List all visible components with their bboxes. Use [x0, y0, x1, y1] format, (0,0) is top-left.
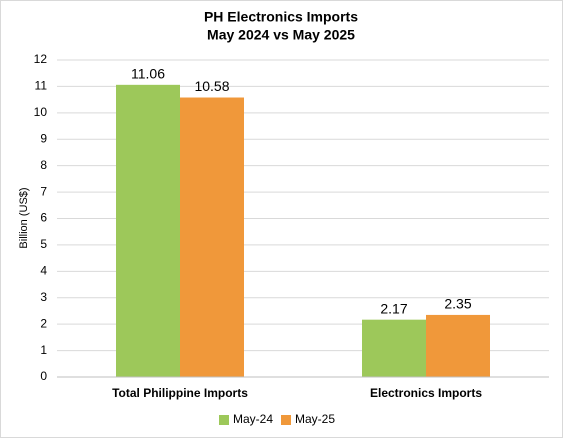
y-tick-label: 10 — [34, 105, 48, 119]
x-tick-label: Total Philippine Imports — [112, 386, 248, 400]
y-tick-label: 8 — [40, 158, 47, 172]
x-tick-label: Electronics Imports — [370, 386, 482, 400]
y-tick-label: 0 — [40, 369, 47, 383]
legend-label: May-24 — [233, 412, 273, 426]
data-label: 2.35 — [444, 296, 471, 312]
chart-title: PH Electronics Imports — [204, 9, 358, 25]
bar — [180, 97, 244, 378]
data-label: 2.17 — [380, 300, 407, 316]
y-tick-label: 11 — [35, 79, 48, 93]
y-tick-label: 9 — [40, 131, 47, 145]
bar — [116, 84, 180, 377]
legend-label: May-25 — [295, 412, 335, 426]
chart-subtitle: May 2024 vs May 2025 — [207, 27, 355, 43]
y-tick-label: 7 — [40, 184, 47, 198]
data-label: 10.58 — [194, 78, 229, 94]
y-tick-label: 1 — [40, 343, 47, 357]
legend-swatch — [281, 415, 291, 425]
y-tick-label: 12 — [34, 52, 48, 66]
y-tick-label: 2 — [40, 316, 47, 330]
y-axis-label: Billion (US$) — [18, 187, 30, 248]
bar — [426, 314, 490, 377]
data-label: 11.06 — [131, 66, 165, 82]
y-tick-label: 6 — [40, 211, 47, 225]
y-tick-label: 4 — [40, 264, 47, 278]
y-tick-label: 5 — [40, 237, 47, 251]
y-tick-label: 3 — [40, 290, 47, 304]
bar — [362, 319, 426, 377]
legend-swatch — [219, 415, 229, 425]
